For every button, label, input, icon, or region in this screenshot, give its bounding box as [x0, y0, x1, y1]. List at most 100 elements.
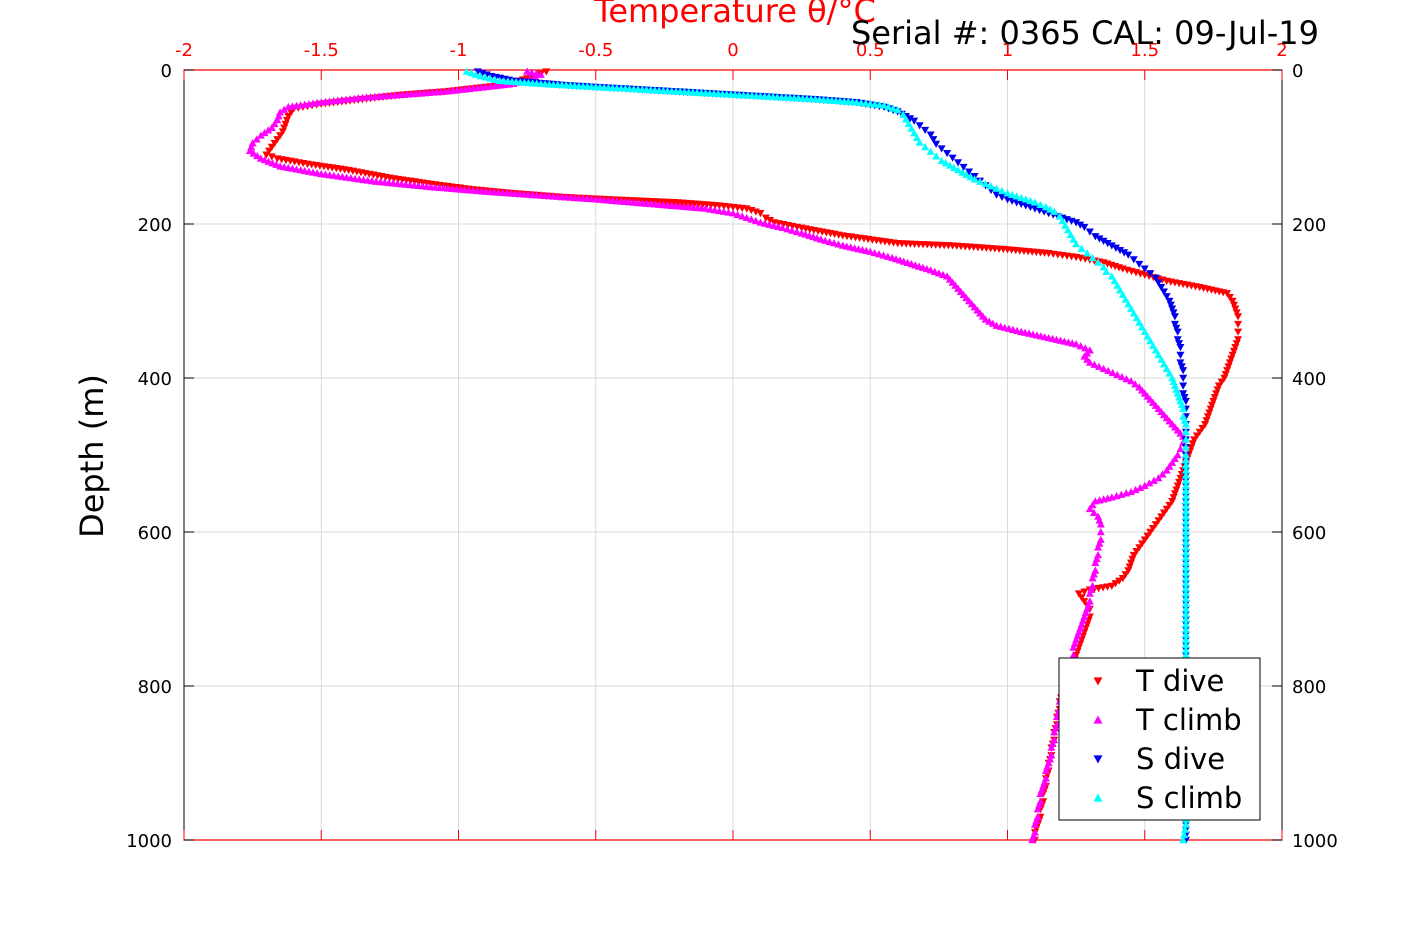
data-point	[1173, 482, 1182, 490]
data-point	[1089, 508, 1098, 516]
data-point	[1181, 528, 1190, 536]
data-point	[1181, 553, 1190, 561]
data-point	[866, 247, 875, 255]
data-point	[1181, 451, 1190, 459]
data-point	[1107, 272, 1116, 280]
data-point	[1181, 548, 1190, 556]
data-point	[1113, 370, 1122, 379]
data-point	[1181, 605, 1190, 613]
data-point	[1140, 536, 1149, 544]
data-point	[1179, 374, 1188, 382]
legend-marker	[1093, 755, 1103, 764]
data-point	[1125, 563, 1134, 571]
data-point	[1129, 256, 1138, 264]
data-point	[1181, 640, 1190, 649]
data-point	[1181, 397, 1190, 406]
data-point	[1181, 589, 1190, 597]
data-point	[462, 67, 471, 75]
data-point	[981, 179, 990, 188]
data-point	[921, 143, 930, 151]
data-point	[1012, 192, 1021, 200]
data-point	[1132, 313, 1141, 322]
data-point	[1046, 205, 1055, 213]
data-point	[879, 251, 888, 259]
data-point	[1151, 274, 1160, 282]
data-point	[1181, 563, 1190, 572]
data-point	[1058, 216, 1067, 225]
data-point	[1181, 456, 1190, 464]
data-point	[270, 139, 279, 148]
data-point	[1181, 635, 1190, 643]
data-point	[949, 163, 958, 171]
data-point	[1181, 651, 1190, 659]
data-point	[1176, 359, 1185, 367]
data-point	[1234, 313, 1243, 321]
data-point	[1229, 347, 1238, 356]
data-point	[1159, 360, 1168, 368]
data-point	[252, 135, 261, 143]
data-point	[476, 72, 485, 80]
data-point	[715, 206, 724, 215]
data-point	[899, 110, 908, 118]
data-point	[1149, 476, 1158, 484]
data-point	[1017, 193, 1026, 202]
data-point	[1081, 344, 1090, 352]
data-point	[747, 215, 756, 223]
data-point	[281, 120, 290, 128]
data-point	[1225, 293, 1234, 302]
data-point	[1181, 569, 1190, 577]
data-point	[1220, 374, 1229, 382]
data-point	[1181, 533, 1190, 541]
data-point	[1077, 594, 1086, 602]
data-point	[1116, 286, 1125, 294]
data-point	[486, 74, 495, 82]
x-tick-label: -0.5	[578, 40, 613, 61]
data-point	[1181, 594, 1190, 602]
legend-label: T dive	[1135, 664, 1224, 698]
data-point	[929, 136, 938, 144]
data-point	[1136, 483, 1145, 492]
data-point	[1181, 538, 1190, 546]
data-point	[245, 146, 254, 155]
data-point	[915, 122, 924, 130]
data-point	[1041, 203, 1050, 211]
data-point	[1072, 240, 1081, 248]
data-point	[1209, 397, 1218, 406]
data-point	[282, 116, 291, 125]
data-point	[1181, 507, 1190, 515]
data-point	[1176, 344, 1185, 352]
data-point	[932, 140, 941, 148]
data-point	[1108, 368, 1117, 377]
data-point	[1121, 571, 1130, 579]
data-point	[1066, 230, 1075, 238]
data-point	[1157, 355, 1166, 363]
data-point	[976, 177, 985, 185]
data-point	[1030, 820, 1039, 828]
data-point	[1061, 221, 1070, 229]
data-point	[970, 175, 979, 183]
data-point	[256, 131, 265, 139]
data-point	[1165, 369, 1174, 377]
data-point	[1128, 555, 1137, 563]
data-point	[1111, 580, 1120, 588]
data-point	[1127, 559, 1136, 567]
data-point	[1181, 579, 1190, 587]
data-point	[523, 67, 532, 75]
x-axis-label: Temperature θ/°C	[593, 0, 876, 30]
data-point	[1181, 646, 1190, 654]
data-point	[1227, 355, 1236, 363]
data-point	[943, 149, 952, 158]
data-point	[1225, 359, 1234, 367]
data-point	[1181, 471, 1190, 479]
data-point	[1181, 427, 1190, 436]
data-point	[907, 124, 916, 132]
data-point	[1162, 293, 1171, 301]
data-point	[1170, 313, 1179, 321]
data-point	[1181, 820, 1190, 828]
data-point	[901, 115, 910, 123]
data-point	[1090, 360, 1099, 368]
data-point	[265, 147, 274, 155]
data-point	[926, 131, 935, 139]
